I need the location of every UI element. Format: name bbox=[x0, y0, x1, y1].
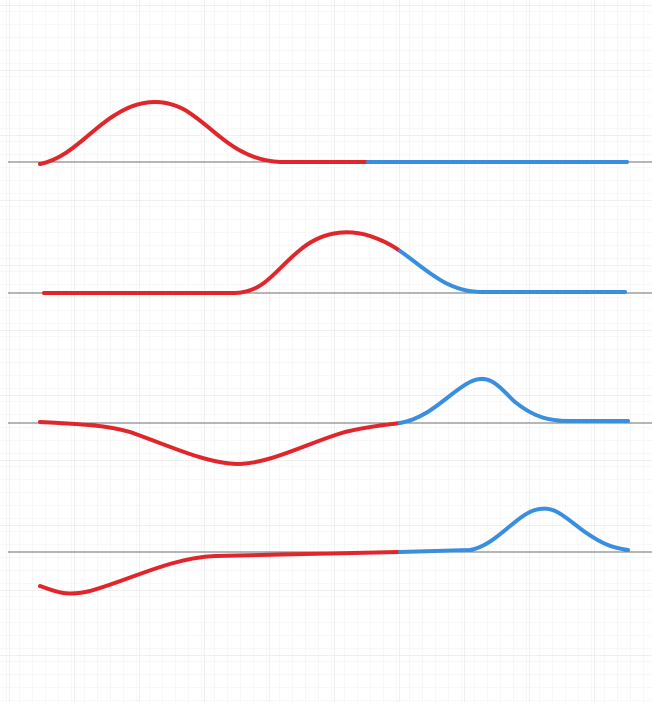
blue-curve bbox=[398, 376, 630, 425]
red-curve bbox=[38, 550, 402, 596]
blue-curve bbox=[398, 249, 627, 294]
blue-curve bbox=[398, 506, 630, 554]
red-curve bbox=[38, 100, 370, 166]
red-curve bbox=[42, 230, 402, 295]
red-curve bbox=[38, 420, 402, 466]
